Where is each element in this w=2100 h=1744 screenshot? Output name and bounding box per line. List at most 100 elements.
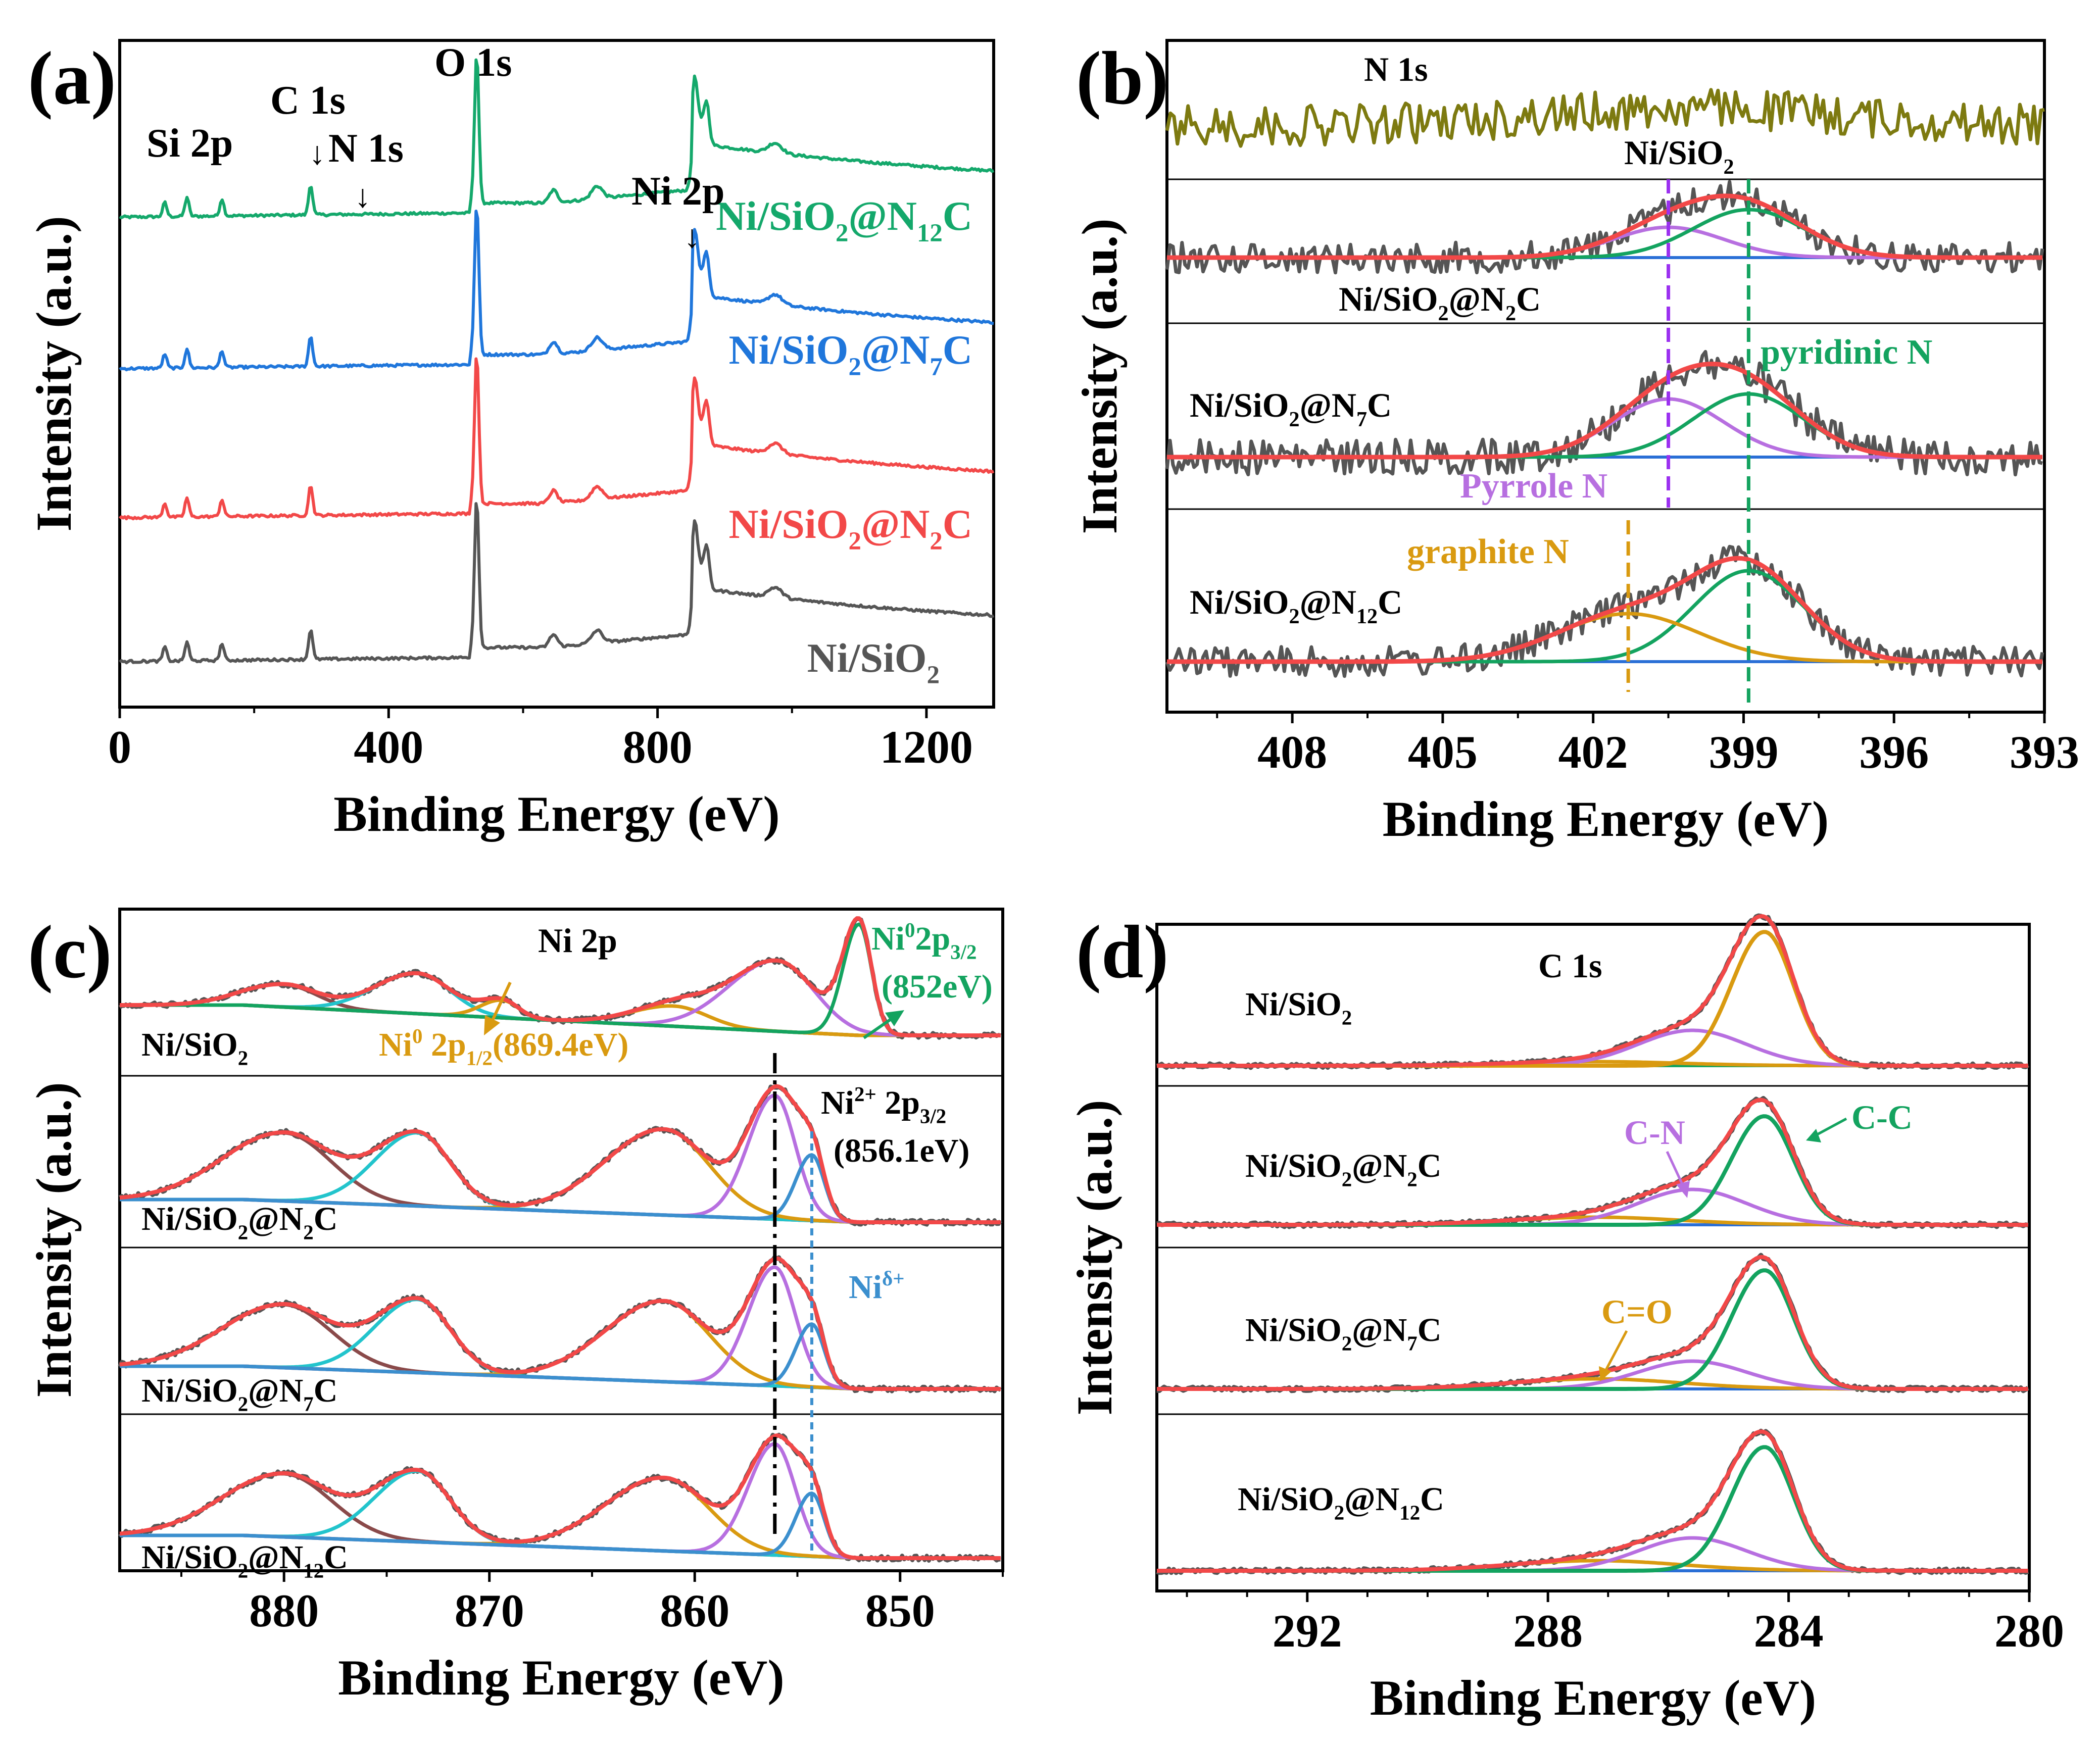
panel-b-ylabel: Intensity (a.u.): [1071, 218, 1128, 534]
panel-b-title: N 1s: [1364, 50, 1428, 88]
panel-b-xtick-label-1: 405: [1408, 726, 1478, 778]
panel-b-letter: (b): [1076, 36, 1168, 120]
panel-a-series-3: [119, 502, 995, 665]
panel-c-row0-comp-4: [120, 959, 1001, 1037]
panel-d-row-label-1: Ni/SiO2@N2C: [1245, 1148, 1441, 1190]
panel-a-xlabel: Binding Energy (eV): [333, 786, 779, 842]
panel-b-row-label-0: Ni/SiO2: [1624, 133, 1734, 179]
panel-d-frame: [1155, 923, 2031, 1592]
panel-d-arrow-co: [1602, 1330, 1628, 1375]
panel-d-xlabel: Binding Energy (eV): [1370, 1670, 1816, 1726]
panel-b: 408 405 402 399 396 393 Binding Energy (eV) Int…: [1071, 39, 2079, 847]
panel-d-label-cn: C-N: [1624, 1113, 1685, 1152]
panel-a-peak-o1s: O 1s: [434, 40, 512, 85]
panel-c-row-label-3: Ni/SiO2@N12C: [141, 1539, 348, 1582]
panel-a-series-1: [119, 210, 994, 372]
panel-b-xlabel: Binding Energy (eV): [1383, 791, 1829, 847]
panel-a-frame: [118, 39, 995, 709]
panel-c-xtick-label-3: 850: [865, 1585, 935, 1636]
panel-d: 292 288 284 280 Binding Energy (eV) Intensity…: [1066, 913, 2064, 1726]
panel-c-xtick-label-0: 880: [249, 1585, 319, 1636]
panel-d-label-co: C=O: [1601, 1292, 1673, 1331]
panel-c-arrowhead-ni0-32: [885, 1010, 904, 1026]
panel-d-ylabel: Intensity (a.u.): [1066, 1100, 1122, 1415]
panel-c-xtick-label-2: 860: [660, 1585, 729, 1636]
panel-d-row-label-2: Ni/SiO2@N7C: [1245, 1312, 1441, 1355]
panel-d-row0-cn: [1157, 1028, 2028, 1068]
panel-c-row-label-0: Ni/SiO2: [141, 1026, 248, 1069]
panel-a-xtick-label-1: 400: [354, 721, 423, 773]
panel-a: 0 400 800 1200 Binding Energy (eV) Intensity …: [26, 39, 995, 842]
panel-c-row0-fit: [120, 916, 1001, 1037]
panel-a-xtick-label-2: 800: [623, 721, 693, 773]
panel-c-label-ni2-be: (856.1eV): [834, 1132, 969, 1169]
panel-c-label-nid: Niδ+: [849, 1267, 905, 1306]
panel-d-title: C 1s: [1538, 946, 1602, 985]
panel-c-ylabel: Intensity (a.u.): [26, 1082, 82, 1398]
panel-b-row-label-3: Ni/SiO2@N12C: [1190, 583, 1402, 628]
panel-a-peak-n1s: N 1s: [328, 126, 404, 171]
panel-b-label-pyrrole: Pyrrole N: [1460, 467, 1607, 506]
panel-c-xlabel: Binding Energy (eV): [338, 1650, 784, 1706]
panel-b-row2-fit: [1167, 362, 2042, 460]
panel-b-row3-fit: [1167, 556, 2042, 664]
panel-c-arrowhead-ni0-12: [484, 1015, 500, 1035]
panel-c-row-label-2: Ni/SiO2@N7C: [141, 1372, 337, 1415]
panel-d-row0-fit: [1157, 914, 2028, 1068]
panel-d-arrow-cc: [1813, 1117, 1847, 1138]
panel-c-xtick-label-1: 870: [455, 1585, 524, 1636]
panel-a-ylabel: Intensity (a.u.): [26, 216, 82, 531]
panel-c-label-ni0-32: Ni02p3/2: [871, 919, 976, 964]
panel-c-label-ni0-12: Ni0 2p1/2(869.4eV): [379, 1025, 628, 1070]
panel-a-letter: (a): [28, 36, 116, 120]
panel-b-xtick-label-0: 408: [1257, 726, 1327, 778]
panel-c-frame: [118, 908, 1004, 1572]
panel-d-row-label-0: Ni/SiO2: [1245, 986, 1352, 1029]
panel-a-legend-2: Ni/SiO2@N2C: [728, 501, 972, 555]
panel-d-xtick-label-1: 288: [1513, 1605, 1583, 1657]
panel-a-legend-3: Ni/SiO2: [807, 635, 940, 689]
panel-c-title: Ni 2p: [538, 921, 617, 960]
panel-c: 880 870 860 850 Binding Energy (eV) Intensity…: [26, 908, 1004, 1706]
panel-d-row3-fit: [1157, 1429, 2028, 1573]
panel-a-series-2: [118, 357, 995, 521]
panel-d-arrowhead-co: [1599, 1366, 1611, 1381]
panel-c-row3-fit: [119, 1433, 1001, 1560]
panel-a-arrow-c1s: ↓: [309, 135, 325, 171]
panel-b-frame: [1165, 39, 2046, 714]
panel-d-row-label-3: Ni/SiO2@N12C: [1238, 1481, 1444, 1524]
panel-d-row1-fit: [1157, 1098, 2028, 1227]
panel-d-arrowhead-cn: [1676, 1181, 1690, 1198]
panel-b-xtick-label-5: 393: [2010, 726, 2079, 778]
panel-c-label-ni0-32-be: (852eV): [882, 968, 993, 1005]
panel-b-xtick-label-3: 399: [1708, 726, 1778, 778]
panel-d-row2-fit: [1157, 1255, 2028, 1391]
panel-a-legend-1: Ni/SiO2@N7C: [728, 327, 972, 381]
panel-a-series-0: [119, 58, 995, 220]
panel-c-label-ni2: Ni2+ 2p3/2: [821, 1083, 946, 1128]
panel-b-label-graphite: graphite N: [1407, 532, 1569, 571]
panel-c-letter: (c): [28, 910, 112, 994]
panel-b-row-label-2: Ni/SiO2@N7C: [1190, 386, 1392, 431]
panel-a-legend-0: Ni/SiO2@N12C: [716, 193, 972, 247]
panel-a-arrow-ni2p: ↓: [684, 219, 700, 255]
panel-d-arrowhead-cc: [1806, 1129, 1821, 1142]
panel-b-xtick-label-2: 402: [1558, 726, 1628, 778]
panel-d-xtick-label-0: 292: [1273, 1605, 1342, 1657]
panel-a-peak-ni2p: Ni 2p: [631, 169, 725, 214]
panel-c-row-label-1: Ni/SiO2@N2C: [141, 1201, 337, 1243]
panel-d-xtick-label-2: 284: [1754, 1605, 1824, 1657]
panel-b-row1-fit: [1167, 193, 2042, 260]
panel-c-row2-fit: [119, 1256, 1001, 1391]
panel-b-label-pyridinic: pyridinic N: [1761, 333, 1932, 372]
panel-c-row1-fit: [119, 1084, 1001, 1224]
panel-b-row0-raw: [1165, 88, 2045, 148]
panel-b-row-label-1: Ni/SiO2@N2C: [1339, 280, 1541, 325]
panel-a-peak-c1s: C 1s: [270, 78, 346, 123]
panel-d-label-cc: C-C: [1851, 1098, 1913, 1136]
panel-a-xtick-label-3: 1200: [880, 721, 973, 773]
panel-b-xtick-label-4: 396: [1859, 726, 1929, 778]
panel-a-peak-si2p: Si 2p: [146, 121, 233, 166]
panel-a-xtick-label-0: 0: [108, 721, 131, 773]
